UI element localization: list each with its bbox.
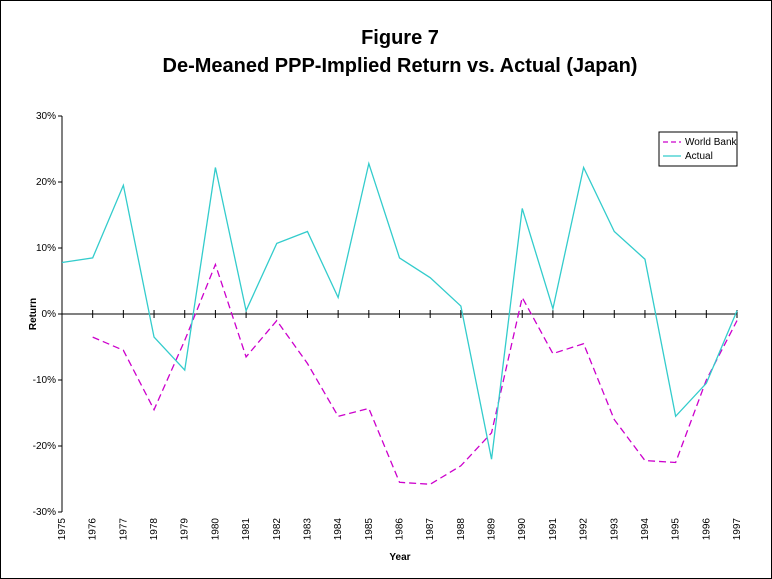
x-tick-label: 1976 (88, 518, 99, 541)
x-tick-label: 1977 (118, 518, 129, 541)
y-tick-label: 0% (42, 309, 57, 320)
series-line (61, 161, 738, 460)
y-axis-label: Return (28, 298, 39, 330)
x-tick-label: 1983 (302, 518, 313, 541)
legend-label: Actual (685, 151, 713, 162)
x-axis-label: Year (389, 552, 410, 563)
x-tick-label: 1978 (149, 518, 160, 541)
x-tick-label: 1997 (732, 518, 743, 541)
x-tick-label: 1990 (517, 518, 528, 541)
y-tick-label: 20% (36, 177, 56, 188)
x-tick-label: 1985 (364, 518, 375, 541)
x-tick-label: 1988 (456, 518, 467, 541)
x-tick-label: 1992 (579, 518, 590, 541)
x-tick-label: 1986 (395, 518, 406, 541)
x-tick-label: 1993 (609, 518, 620, 541)
x-tick-label: 1994 (640, 518, 651, 541)
y-tick-label: 10% (36, 243, 56, 254)
x-tick-label: 1995 (671, 518, 682, 541)
y-tick-label: 30% (36, 111, 56, 122)
x-tick-label: 1996 (701, 518, 712, 541)
y-tick-label: -30% (33, 507, 56, 518)
x-tick-label: 1980 (210, 518, 221, 541)
series-line (92, 262, 738, 485)
x-tick-label: 1987 (425, 518, 436, 541)
chart-subtitle: De-Meaned PPP-Implied Return vs. Actual … (163, 55, 638, 77)
x-tick-label: 1991 (548, 518, 559, 541)
y-tick-label: -20% (33, 441, 56, 452)
y-tick-label: -10% (33, 375, 56, 386)
x-tick-label: 1982 (272, 518, 283, 541)
x-tick-label: 1979 (180, 518, 191, 541)
x-tick-label: 1984 (333, 518, 344, 541)
x-tick-label: 1975 (57, 518, 68, 541)
x-tick-label: 1989 (487, 518, 498, 541)
chart-title: Figure 7 (361, 27, 439, 49)
legend-box (658, 131, 738, 167)
x-tick-label: 1981 (241, 518, 252, 541)
legend-label: World Bank (685, 137, 738, 148)
